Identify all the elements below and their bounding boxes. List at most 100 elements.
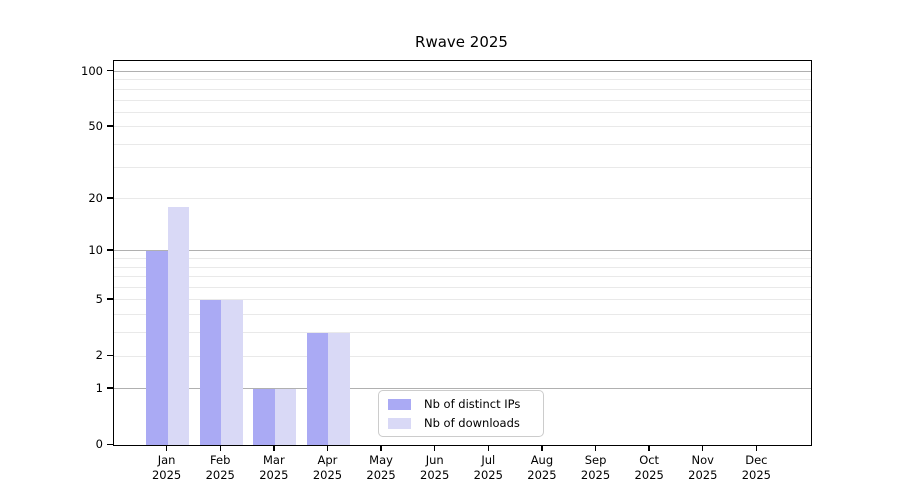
x-tick-label-feb: Feb 2025	[192, 453, 248, 483]
y-tick-label-20: 20	[88, 190, 103, 205]
x-tick-year: 2025	[205, 468, 235, 482]
x-tick-jul	[487, 446, 489, 451]
gridline-major-10	[114, 250, 811, 252]
legend-label: Nb of downloads	[424, 416, 520, 430]
x-tick-year: 2025	[634, 468, 664, 482]
y-tick-1	[107, 387, 113, 389]
gridline-minor-5	[114, 299, 811, 301]
bar-nb-of-downloads-apr	[328, 332, 350, 445]
x-tick-month: May	[369, 453, 393, 467]
x-tick-label-jul: Jul 2025	[460, 453, 516, 483]
x-tick-label-jun: Jun 2025	[407, 453, 463, 483]
plot-area	[113, 60, 812, 446]
x-tick-month: Feb	[210, 453, 231, 467]
x-tick-label-may: May 2025	[353, 453, 409, 483]
legend: Nb of distinct IPs Nb of downloads	[378, 390, 544, 437]
gridline-minor-90	[114, 79, 811, 81]
x-tick-year: 2025	[527, 468, 557, 482]
x-tick-month: Mar	[262, 453, 285, 467]
x-tick-month: Jul	[481, 453, 496, 467]
bar-nb-of-downloads-jan	[167, 206, 190, 445]
gridline-minor-3	[114, 332, 811, 334]
legend-label: Nb of distinct IPs	[424, 397, 521, 411]
x-tick-month: Aug	[530, 453, 554, 467]
y-tick-label-100: 100	[81, 63, 103, 78]
x-tick-aug	[541, 446, 543, 451]
y-tick-50	[107, 125, 113, 127]
x-tick-year: 2025	[420, 468, 450, 482]
y-tick-2	[107, 354, 113, 356]
y-tick-20	[107, 197, 113, 199]
x-tick-label-sep: Sep 2025	[568, 453, 624, 483]
gridline-minor-4	[114, 314, 811, 316]
legend-swatch	[388, 417, 411, 429]
x-tick-year: 2025	[366, 468, 396, 482]
x-tick-label-jan: Jan 2025	[139, 453, 195, 483]
gridline-minor-70	[114, 99, 811, 101]
y-tick-label-2: 2	[95, 348, 103, 363]
x-tick-label-oct: Oct 2025	[621, 453, 677, 483]
x-tick-year: 2025	[688, 468, 718, 482]
y-tick-10	[107, 249, 113, 251]
gridline-minor-8	[114, 266, 811, 268]
x-tick-label-nov: Nov 2025	[675, 453, 731, 483]
x-tick-mar	[273, 446, 275, 451]
gridline-minor-20	[114, 198, 811, 200]
y-tick-label-0: 0	[95, 437, 103, 451]
x-tick-month: Apr	[317, 453, 338, 467]
x-tick-year: 2025	[580, 468, 611, 482]
x-tick-year: 2025	[312, 468, 343, 482]
legend-item-distinct-ips: Nb of distinct IPs	[388, 397, 534, 411]
gridline-minor-2	[114, 355, 811, 357]
x-tick-dec	[755, 446, 758, 451]
gridline-major-100	[114, 71, 811, 72]
bar-nb-of-distinct-ips-jan	[146, 250, 168, 445]
x-tick-month: Nov	[691, 453, 714, 467]
x-tick-month: Jun	[425, 453, 444, 467]
y-tick-label-5: 5	[95, 291, 103, 306]
x-tick-oct	[648, 446, 650, 451]
x-tick-month: Oct	[639, 453, 660, 467]
x-tick-feb	[219, 446, 221, 451]
x-tick-year: 2025	[741, 468, 772, 482]
bar-nb-of-distinct-ips-mar	[253, 388, 275, 445]
chart-title: Rwave 2025	[415, 33, 508, 51]
x-tick-year: 2025	[259, 468, 289, 482]
y-tick-label-10: 10	[88, 242, 103, 257]
gridline-minor-9	[114, 258, 811, 260]
gridline-minor-60	[114, 111, 811, 113]
gridline-minor-40	[114, 143, 811, 145]
gridline-minor-6	[114, 287, 811, 289]
x-tick-month: Jan	[157, 453, 176, 467]
x-tick-label-apr: Apr 2025	[299, 453, 355, 483]
x-tick-sep	[594, 446, 597, 451]
gridline-minor-80	[114, 88, 811, 90]
x-tick-month: Dec	[745, 453, 768, 467]
gridline-minor-50	[114, 126, 811, 128]
x-tick-nov	[702, 446, 704, 451]
bar-nb-of-distinct-ips-feb	[199, 300, 222, 445]
x-tick-jun	[433, 446, 436, 451]
x-tick-year: 2025	[473, 468, 503, 482]
gridline-minor-7	[114, 276, 811, 278]
y-tick-0	[107, 443, 113, 445]
x-tick-may	[380, 446, 382, 451]
x-tick-label-dec: Dec 2025	[728, 453, 784, 483]
y-tick-100	[107, 70, 113, 72]
bar-nb-of-downloads-feb	[221, 300, 243, 445]
y-tick-label-1: 1	[95, 380, 103, 395]
bar-nb-of-distinct-ips-apr	[307, 332, 329, 445]
legend-item-downloads: Nb of downloads	[388, 416, 534, 430]
legend-swatch	[388, 398, 411, 410]
y-tick-label-50: 50	[88, 118, 103, 133]
gridline-major-1	[114, 388, 811, 390]
y-tick-5	[107, 298, 113, 300]
x-tick-year: 2025	[151, 468, 182, 482]
gridline-minor-30	[114, 166, 811, 168]
x-tick-label-mar: Mar 2025	[246, 453, 302, 483]
x-tick-apr	[326, 446, 329, 451]
x-tick-label-aug: Aug 2025	[514, 453, 570, 483]
x-tick-jan	[165, 446, 168, 451]
x-tick-month: Sep	[584, 453, 607, 467]
